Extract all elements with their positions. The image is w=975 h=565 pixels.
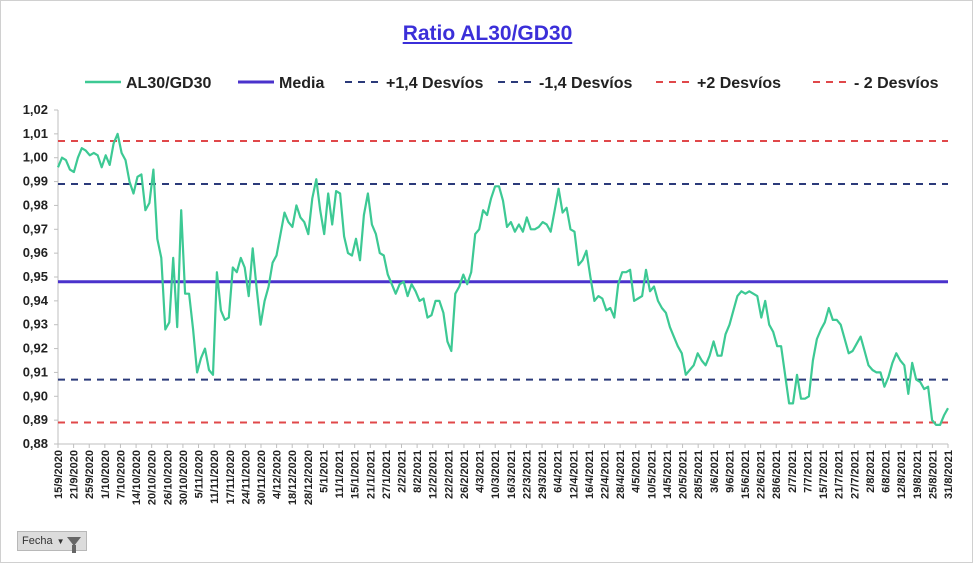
x-tick-label: 12/8/2021 [896, 450, 908, 499]
series-line [56, 132, 949, 426]
x-tick-label: 9/6/2021 [724, 450, 736, 493]
x-tick-label: 21/1/2021 [365, 450, 377, 499]
y-tick-label: 0,92 [23, 341, 48, 356]
reference-lines [58, 140, 948, 424]
x-tick-label: 6/8/2021 [881, 450, 893, 493]
x-tick-label: 11/11/2020 [209, 450, 221, 504]
x-tick-label: 22/2/2021 [443, 450, 455, 499]
y-tick-label: 0,96 [23, 245, 48, 260]
legend-label: - 2 Desvíos [854, 75, 939, 92]
x-tick-label: 19/8/2021 [912, 450, 924, 499]
legend: AL30/GD30 Media +1,4 Desvíos -1,4 Desvíos +2… [85, 75, 939, 92]
x-tick-label: 28/12/2020 [303, 450, 315, 505]
x-tick-label: 22/6/2021 [756, 450, 768, 499]
x-tick-label: 16/3/2021 [506, 450, 518, 499]
x-tick-label: 26/2/2021 [459, 450, 471, 499]
x-tick-label: 15/6/2021 [740, 450, 752, 499]
x-tick-label: 4/3/2021 [475, 450, 487, 493]
x-tick-label: 4/12/2020 [272, 450, 284, 499]
legend-label: AL30/GD30 [126, 75, 211, 92]
data-series [56, 132, 949, 426]
x-tick-label: 14/5/2021 [662, 450, 674, 499]
y-tick-label: 0,90 [23, 388, 48, 403]
x-tick-label: 6/4/2021 [553, 450, 565, 493]
x-tick-label: 21/9/2020 [69, 450, 81, 499]
x-tick-label: 10/3/2021 [490, 450, 502, 499]
x-tick-label: 7/7/2021 [802, 450, 814, 493]
x-tick-label: 5/1/2021 [318, 450, 330, 493]
legend-label: +2 Desvíos [697, 75, 781, 92]
chevron-down-icon: ▼ [56, 536, 65, 546]
y-tick-label: 0,98 [23, 197, 48, 212]
y-tick-label: 0,93 [23, 317, 48, 332]
x-tick-label: 8/2/2021 [412, 450, 424, 493]
y-tick-label: 1,01 [23, 126, 48, 141]
x-tick-label: 25/9/2020 [84, 450, 96, 499]
x-tick-label: 26/10/2020 [162, 450, 174, 505]
x-tick-label: 28/4/2021 [615, 450, 627, 499]
y-tick-label: 0,99 [23, 174, 48, 189]
x-tick-label: 10/5/2021 [646, 450, 658, 499]
x-tick-label: 31/8/2021 [943, 450, 955, 499]
x-tick-label: 15/1/2021 [350, 450, 362, 499]
x-tick-label: 17/11/2020 [225, 450, 237, 504]
y-tick-label: 0,95 [23, 269, 48, 284]
x-tick-label: 18/12/2020 [287, 450, 299, 505]
x-tick-label: 11/1/2021 [334, 450, 346, 498]
x-tick-label: 20/10/2020 [147, 450, 159, 505]
x-tick-label: 22/3/2021 [521, 450, 533, 499]
x-tick-label: 25/8/2021 [927, 450, 939, 499]
x-tick-label: 28/6/2021 [771, 450, 783, 499]
x-tick-label: 3/6/2021 [709, 450, 721, 493]
funnel-icon [66, 536, 81, 553]
y-tick-label: 1,00 [23, 150, 48, 165]
x-tick-label: 28/5/2021 [693, 450, 705, 499]
y-tick-label: 0,91 [23, 364, 48, 379]
x-tick-label: 21/7/2021 [834, 450, 846, 499]
y-tick-label: 0,89 [23, 412, 48, 427]
x-tick-label: 2/8/2021 [865, 450, 877, 493]
x-tick-label: 30/10/2020 [178, 450, 190, 505]
x-tick-label: 29/3/2021 [537, 450, 549, 499]
x-tick-label: 15/7/2021 [818, 450, 830, 499]
x-tick-label: 30/11/2020 [256, 450, 268, 504]
fecha-filter-button[interactable]: Fecha ▼ [17, 531, 87, 553]
legend-label: Media [279, 75, 324, 92]
x-tick-label: 20/5/2021 [678, 450, 690, 499]
x-tick-label: 12/4/2021 [568, 450, 580, 499]
axes: 1,02 1,01 1,00 0,99 0,98 0,97 0,96 0,95 0,94 0,93… [23, 102, 955, 505]
fecha-filter-label: Fecha [22, 535, 53, 547]
x-tick-label: 1/10/2020 [100, 450, 112, 499]
chart-title: Ratio AL30/GD30 [402, 22, 573, 45]
x-tick-label: 14/10/2020 [131, 450, 143, 505]
y-tick-label: 0,94 [23, 293, 49, 308]
legend-label: -1,4 Desvíos [539, 75, 632, 92]
x-tick-label: 15/9/2020 [53, 450, 65, 499]
x-tick-label: 16/4/2021 [584, 450, 596, 499]
legend-label: +1,4 Desvíos [386, 75, 484, 92]
y-tick-label: 0,97 [23, 221, 48, 236]
x-tick-label: 27/1/2021 [381, 450, 393, 499]
x-tick-label: 7/10/2020 [115, 450, 127, 499]
x-tick-label: 12/2/2021 [428, 450, 440, 499]
x-tick-label: 5/11/2020 [194, 450, 206, 498]
x-tick-label: 2/2/2021 [397, 450, 409, 493]
x-tick-label: 22/4/2021 [599, 450, 611, 499]
x-tick-label: 4/5/2021 [631, 450, 643, 493]
x-tick-label: 2/7/2021 [787, 450, 799, 493]
x-tick-label: 24/11/2020 [240, 450, 252, 504]
x-tick-label: 27/7/2021 [849, 450, 861, 499]
y-tick-label: 1,02 [23, 102, 48, 117]
y-tick-label: 0,88 [23, 436, 48, 451]
